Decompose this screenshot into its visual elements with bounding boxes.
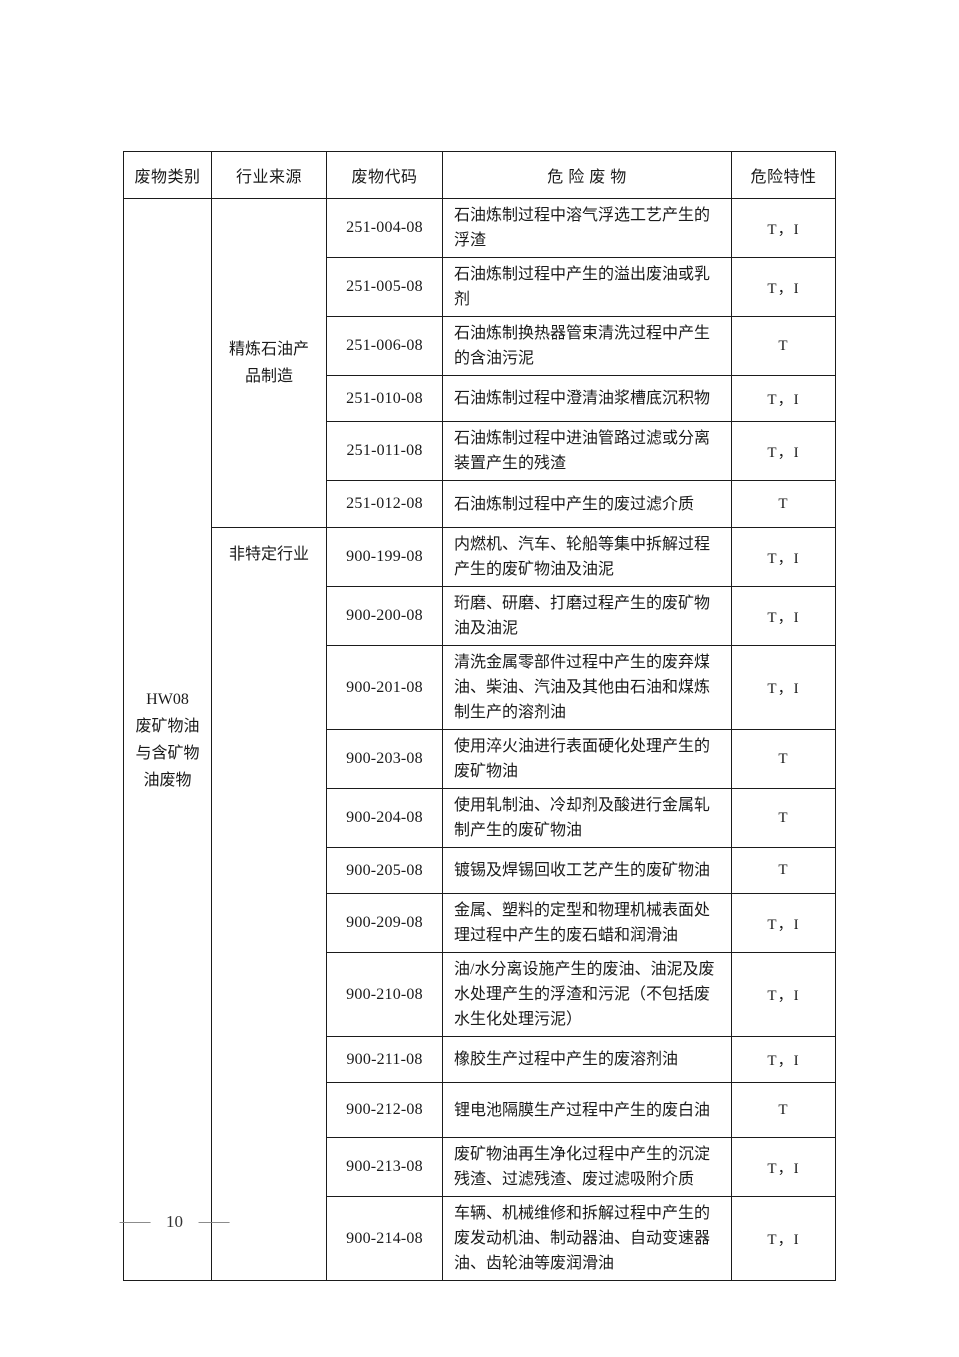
waste-description-cell: 使用淬火油进行表面硬化处理产生的废矿物油	[442, 729, 732, 789]
hazard-property-cell: T，I	[731, 1196, 836, 1281]
hazard-property-cell: T，I	[731, 893, 836, 953]
page-footer: — 10 —	[120, 1211, 230, 1232]
table-row: 900-212-08 锂电池隔膜生产过程中产生的废白油 T	[124, 1082, 836, 1138]
waste-description-cell: 镀锡及焊锡回收工艺产生的废矿物油	[442, 847, 732, 894]
hazard-property-cell: T，I	[731, 421, 836, 481]
waste-description-cell: 石油炼制过程中产生的废过滤介质	[442, 480, 732, 528]
waste-code-cell: 900-203-08	[326, 729, 443, 789]
table-row: 251-006-08 石油炼制换热器管束清洗过程中产生的含油污泥 T	[124, 316, 836, 376]
waste-description-cell: 石油炼制过程中澄清油浆槽底沉积物	[442, 375, 732, 422]
hazard-property-cell: T，I	[731, 586, 836, 646]
waste-code-cell: 900-201-08	[326, 645, 443, 730]
industry-source-cell-refining: 精炼石油产 品制造	[211, 198, 327, 528]
hazard-property-cell: T	[731, 788, 836, 848]
table-row: HW08 废矿物油 与含矿物 油废物 精炼石油产 品制造 251-004-08 …	[123, 198, 836, 1281]
waste-code-cell: 900-212-08	[326, 1082, 443, 1138]
hazard-property-cell: T，I	[731, 375, 836, 422]
footer-dash-left: —	[119, 1211, 151, 1231]
header-waste-category: 废物类别	[123, 151, 212, 199]
waste-code-cell: 900-210-08	[326, 952, 443, 1037]
waste-code-cell: 900-209-08	[326, 893, 443, 953]
table-header-row: 废物类别 行业来源 废物代码 危 险 废 物 危险特性	[123, 151, 836, 199]
table-row: 251-005-08 石油炼制过程中产生的溢出废油或乳剂 T，I	[124, 257, 836, 317]
header-waste-code: 废物代码	[326, 151, 443, 199]
table-row: 900-211-08 橡胶生产过程中产生的废溶剂油 T，I	[124, 1036, 836, 1083]
page-number: 10	[166, 1211, 183, 1231]
hazardous-waste-table: 废物类别 行业来源 废物代码 危 险 废 物 危险特性 HW08 废矿物油 与含…	[123, 151, 836, 1281]
waste-description-cell: 石油炼制过程中产生的溢出废油或乳剂	[442, 257, 732, 317]
waste-code-cell: 251-010-08	[326, 375, 443, 422]
waste-description-cell: 石油炼制换热器管束清洗过程中产生的含油污泥	[442, 316, 732, 376]
hazard-property-cell: T	[731, 480, 836, 528]
waste-code-cell: 251-006-08	[326, 316, 443, 376]
table-row: 900-204-08 使用轧制油、冷却剂及酸进行金属轧制产生的废矿物油 T	[124, 788, 836, 848]
waste-code-cell: 900-213-08	[326, 1137, 443, 1197]
industry-source-cell-nonspecific: 非特定行业	[211, 527, 327, 1281]
waste-description-cell: 珩磨、研磨、打磨过程产生的废矿物油及油泥	[442, 586, 732, 646]
waste-code-cell: 251-004-08	[326, 198, 443, 258]
waste-code-cell: 900-200-08	[326, 586, 443, 646]
table-row: 900-214-08 车辆、机械维修和拆解过程中产生的废发动机油、制动器油、自动…	[124, 1196, 836, 1281]
waste-description-cell: 车辆、机械维修和拆解过程中产生的废发动机油、制动器油、自动变速器油、齿轮油等废润…	[442, 1196, 732, 1281]
hazard-property-cell: T	[731, 729, 836, 789]
table-row: 251-011-08 石油炼制过程中进油管路过滤或分离装置产生的残渣 T，I	[124, 421, 836, 481]
hazard-property-cell: T，I	[731, 1036, 836, 1083]
waste-description-cell: 锂电池隔膜生产过程中产生的废白油	[442, 1082, 732, 1138]
waste-code-cell: 900-214-08	[326, 1196, 443, 1281]
waste-code-cell: 251-011-08	[326, 421, 443, 481]
waste-code-cell: 251-012-08	[326, 480, 443, 528]
waste-code-cell: 900-205-08	[326, 847, 443, 894]
header-hazard-property: 危险特性	[731, 151, 836, 199]
hazard-property-cell: T，I	[731, 198, 836, 258]
header-hazardous-waste: 危 险 废 物	[442, 151, 732, 199]
footer-dash-right: —	[198, 1211, 230, 1231]
waste-code-cell: 900-211-08	[326, 1036, 443, 1083]
waste-code-cell: 900-199-08	[326, 527, 443, 587]
waste-description-cell: 使用轧制油、冷却剂及酸进行金属轧制产生的废矿物油	[442, 788, 732, 848]
waste-description-cell: 石油炼制过程中溶气浮选工艺产生的浮渣	[442, 198, 732, 258]
waste-description-cell: 石油炼制过程中进油管路过滤或分离装置产生的残渣	[442, 421, 732, 481]
waste-description-cell: 橡胶生产过程中产生的废溶剂油	[442, 1036, 732, 1083]
hazard-property-cell: T	[731, 1082, 836, 1138]
hazard-property-cell: T，I	[731, 952, 836, 1037]
waste-code-cell: 251-005-08	[326, 257, 443, 317]
hazard-property-cell: T，I	[731, 645, 836, 730]
hazard-property-cell: T	[731, 316, 836, 376]
waste-description-cell: 废矿物油再生净化过程中产生的沉淀残渣、过滤残渣、废过滤吸附介质	[442, 1137, 732, 1197]
table-row: 900-209-08 金属、塑料的定型和物理机械表面处理过程中产生的废石蜡和润滑…	[124, 893, 836, 953]
waste-description-cell: 内燃机、汽车、轮船等集中拆解过程产生的废矿物油及油泥	[442, 527, 732, 587]
table-row: 900-203-08 使用淬火油进行表面硬化处理产生的废矿物油 T	[124, 729, 836, 789]
hazard-property-cell: T，I	[731, 1137, 836, 1197]
waste-description-cell: 金属、塑料的定型和物理机械表面处理过程中产生的废石蜡和润滑油	[442, 893, 732, 953]
waste-description-cell: 清洗金属零部件过程中产生的废弃煤油、柴油、汽油及其他由石油和煤炼制生产的溶剂油	[442, 645, 732, 730]
waste-code-cell: 900-204-08	[326, 788, 443, 848]
table-row: 900-200-08 珩磨、研磨、打磨过程产生的废矿物油及油泥 T，I	[124, 586, 836, 646]
hazard-property-cell: T，I	[731, 257, 836, 317]
table-row: 900-201-08 清洗金属零部件过程中产生的废弃煤油、柴油、汽油及其他由石油…	[124, 645, 836, 730]
table-row: 900-213-08 废矿物油再生净化过程中产生的沉淀残渣、过滤残渣、废过滤吸附…	[124, 1137, 836, 1197]
hazard-property-cell: T	[731, 847, 836, 894]
waste-category-cell: HW08 废矿物油 与含矿物 油废物	[123, 198, 212, 1281]
table-row: 非特定行业 900-199-08 内燃机、汽车、轮船等集中拆解过程产生的废矿物油…	[124, 527, 836, 1281]
header-industry-source: 行业来源	[211, 151, 327, 199]
table-row: 251-012-08 石油炼制过程中产生的废过滤介质 T	[124, 480, 836, 528]
waste-description-cell: 油/水分离设施产生的废油、油泥及废水处理产生的浮渣和污泥（不包括废水生化处理污泥…	[442, 952, 732, 1037]
hazard-property-cell: T，I	[731, 527, 836, 587]
